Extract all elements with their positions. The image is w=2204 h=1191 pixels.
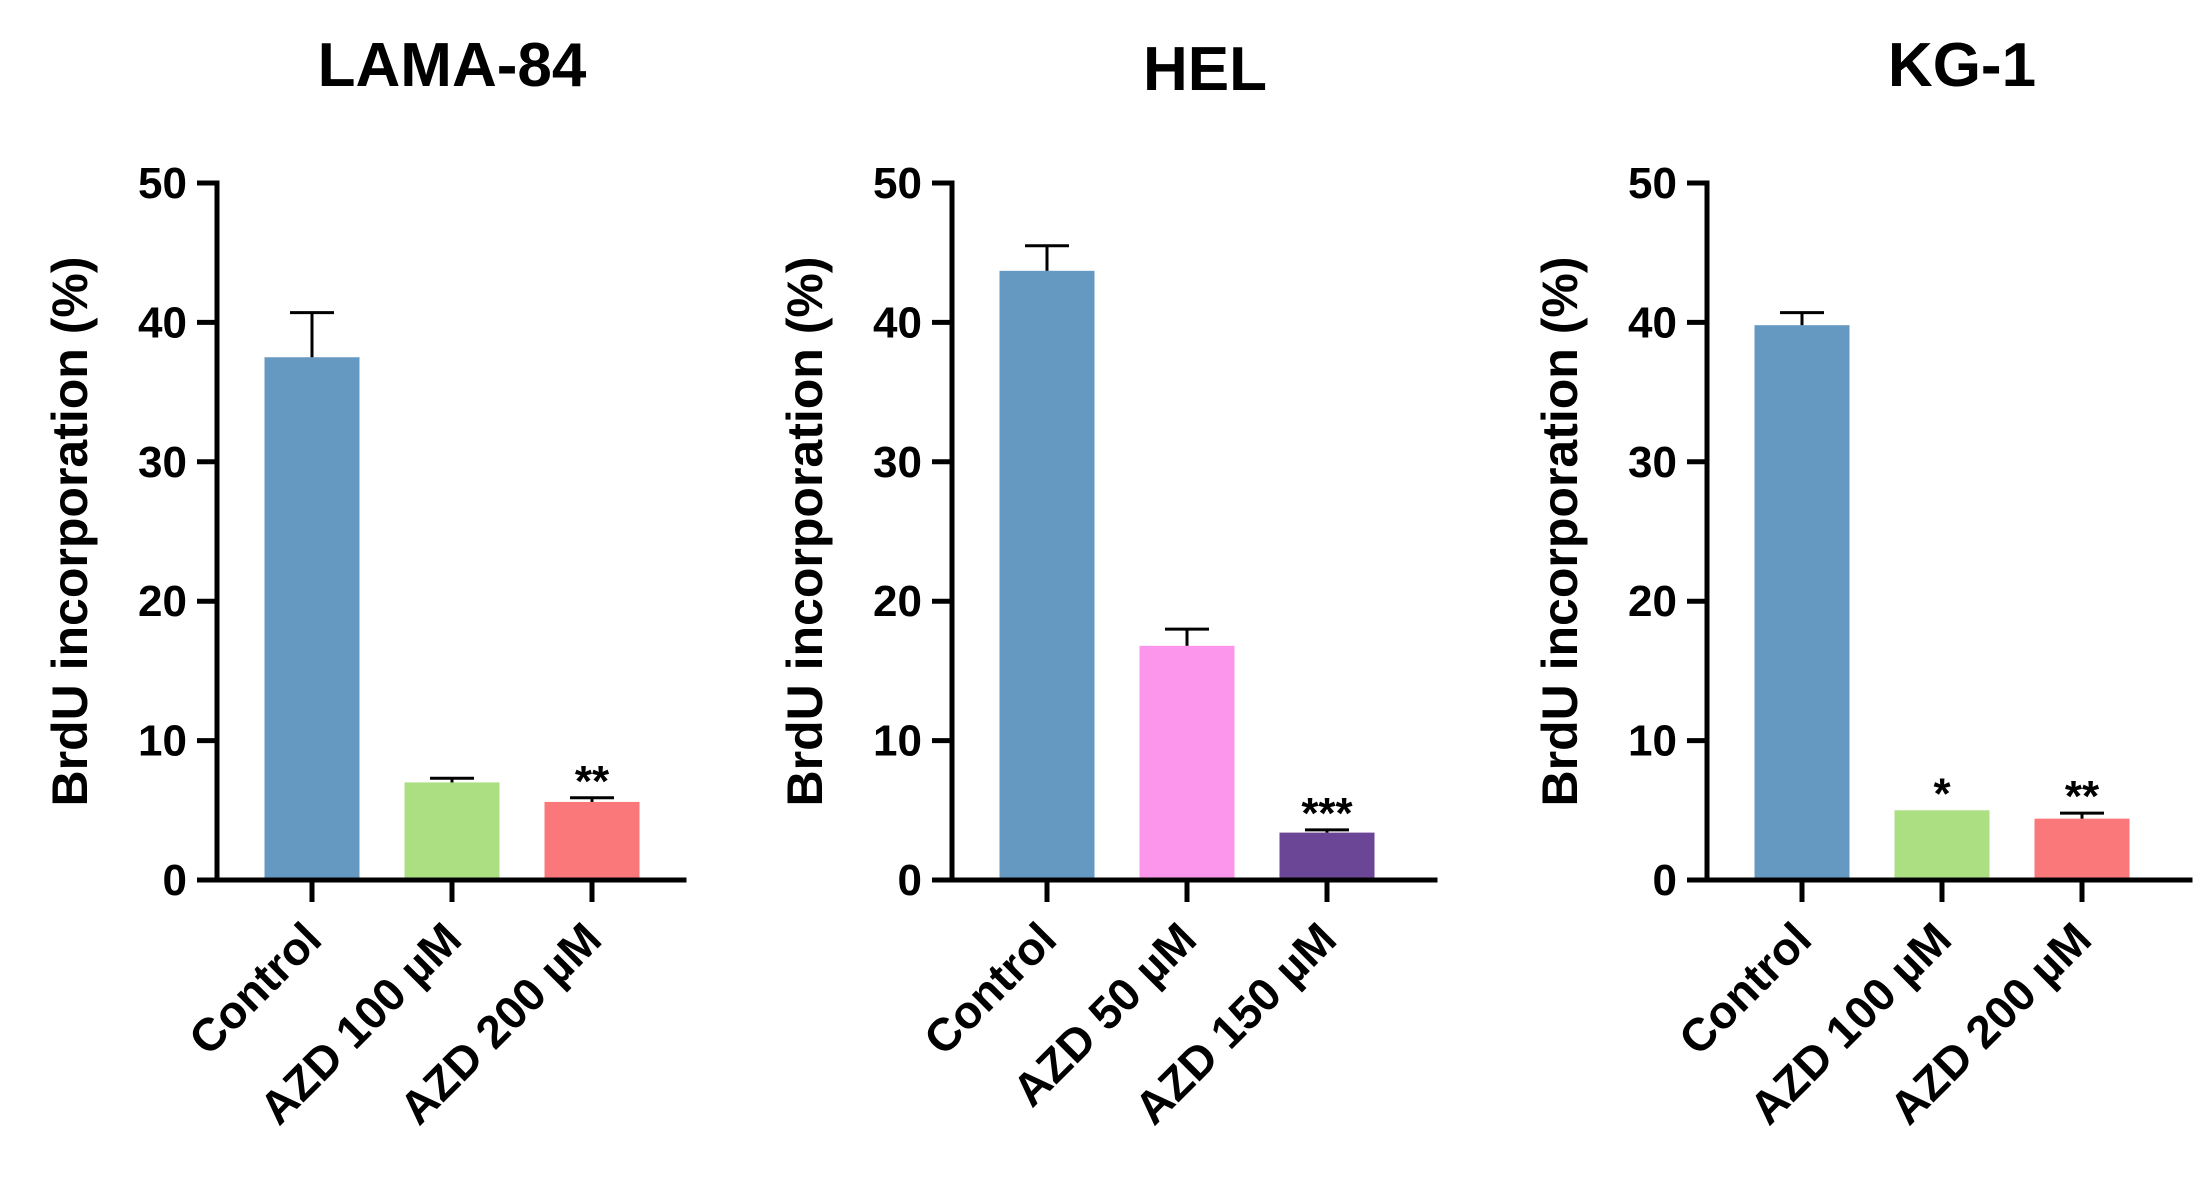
significance-marker: **	[2065, 772, 2100, 821]
bar-1	[264, 357, 360, 878]
y-tick-label: 30	[873, 438, 922, 487]
significance-marker: **	[575, 757, 610, 806]
y-axis-label: BrdU incorporation (%)	[777, 257, 833, 807]
y-tick-label: 50	[138, 159, 187, 208]
y-tick-label: 10	[1628, 717, 1677, 766]
bar-1	[999, 270, 1095, 878]
y-tick-label: 40	[873, 298, 922, 347]
bar-3	[1279, 832, 1375, 878]
y-tick-label: 50	[873, 159, 922, 208]
y-tick-label: 40	[1628, 298, 1677, 347]
y-axis-label: BrdU incorporation (%)	[1532, 257, 1588, 807]
y-tick-label: 20	[138, 577, 187, 626]
y-tick-label: 0	[1653, 856, 1677, 905]
y-tick-label: 10	[138, 717, 187, 766]
y-tick-label: 30	[138, 438, 187, 487]
significance-marker: *	[1933, 769, 1951, 818]
y-tick-label: 20	[1628, 577, 1677, 626]
y-tick-label: 0	[898, 856, 922, 905]
y-tick-label: 0	[163, 856, 187, 905]
chart-title: LAMA-84	[318, 31, 587, 100]
bar-3	[544, 801, 640, 878]
bar-1	[1754, 325, 1850, 878]
bar-3	[2034, 818, 2130, 878]
bar-2	[404, 782, 500, 878]
chart-title: KG-1	[1888, 31, 2036, 100]
bar-2	[1139, 645, 1235, 878]
bar-2	[1894, 810, 1990, 878]
significance-marker: ***	[1301, 789, 1353, 838]
y-tick-label: 50	[1628, 159, 1677, 208]
y-tick-label: 10	[873, 717, 922, 766]
y-tick-label: 30	[1628, 438, 1677, 487]
y-tick-label: 40	[138, 298, 187, 347]
chart-panel-1: LAMA-84 BrdU incorporation (%) 0 10 20 30 40 50…	[42, 31, 687, 1134]
chart-title: HEL	[1143, 35, 1267, 104]
y-axis-label: BrdU incorporation (%)	[42, 257, 98, 807]
y-tick-label: 20	[873, 577, 922, 626]
